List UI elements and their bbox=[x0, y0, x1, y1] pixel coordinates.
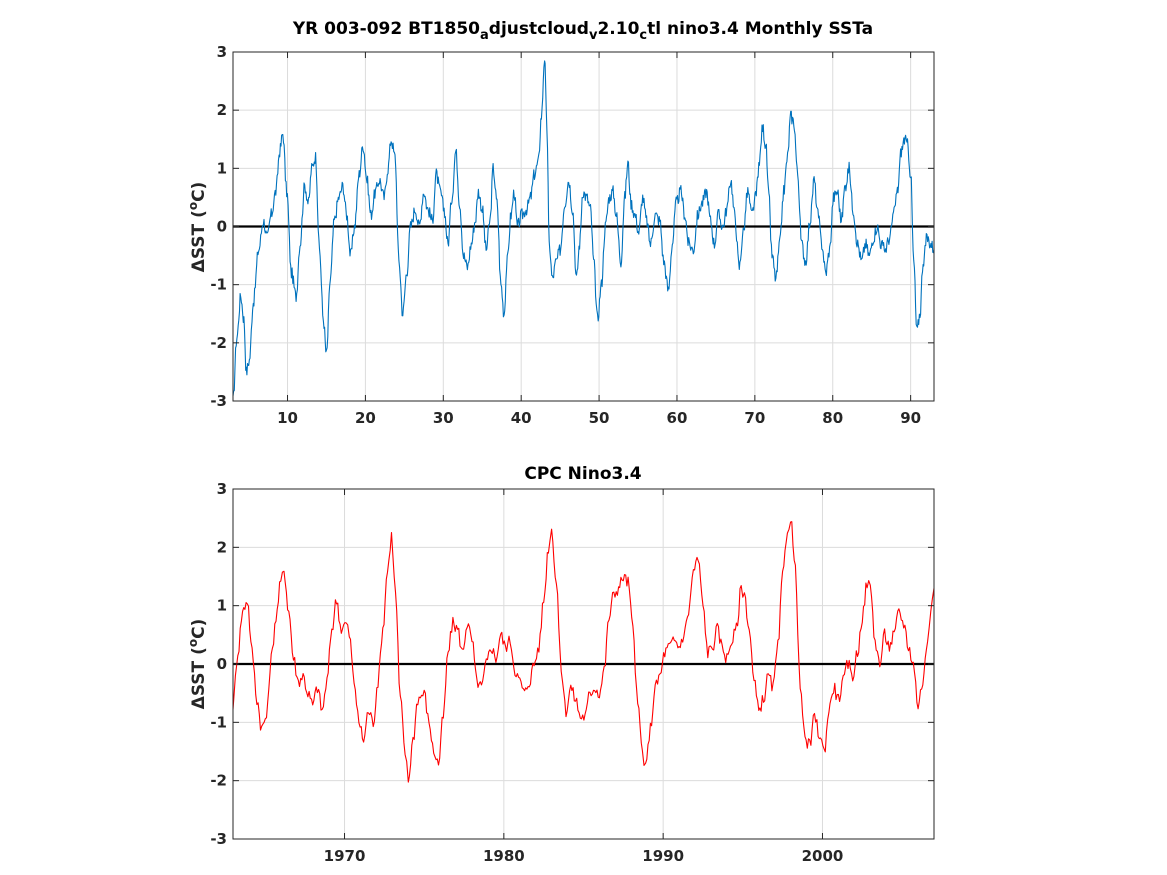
y-tick-labels: -3 -2 -1 0 1 2 3 bbox=[210, 480, 934, 848]
x-tick-label: 50 bbox=[589, 409, 610, 427]
title-sub-3: c bbox=[639, 28, 647, 43]
y-axis-label: ΔSST (oC) bbox=[186, 182, 209, 273]
y-tick-label: -3 bbox=[210, 830, 227, 848]
chart-title: YR 003-092 BT1850adjustcloudv2.10ctl nin… bbox=[292, 19, 873, 43]
ylabel-prefix: ΔSST ( bbox=[189, 647, 209, 709]
title-part-2: djustcloud bbox=[489, 19, 589, 39]
y-tick-label: 3 bbox=[217, 43, 227, 61]
y-tick-label: 2 bbox=[217, 538, 227, 556]
title-part-4: tl nino3.4 Monthly SSTa bbox=[647, 19, 873, 39]
x-tick-label: 60 bbox=[667, 409, 688, 427]
x-tick-label: 2000 bbox=[802, 847, 844, 865]
y-tick-label: 1 bbox=[217, 159, 227, 177]
x-tick-label: 70 bbox=[744, 409, 765, 427]
data-series bbox=[232, 60, 935, 397]
x-tick-label: 1970 bbox=[324, 847, 366, 865]
x-tick-label: 20 bbox=[355, 409, 376, 427]
y-tick-label: -2 bbox=[210, 772, 227, 790]
chart-title: CPC Nino3.4 bbox=[524, 464, 641, 484]
y-tick-label: 0 bbox=[217, 655, 227, 673]
x-tick-label: 10 bbox=[277, 409, 298, 427]
y-tick-label: -1 bbox=[210, 276, 227, 294]
x-tick-label: 80 bbox=[822, 409, 843, 427]
ylabel-sup: o bbox=[186, 639, 200, 647]
y-tick-label: -3 bbox=[210, 392, 227, 410]
x-tick-label: 1990 bbox=[642, 847, 684, 865]
ylabel-prefix: ΔSST ( bbox=[189, 210, 209, 272]
y-tick-labels: -3 -2 -1 0 1 2 3 bbox=[210, 43, 934, 410]
series-line bbox=[232, 60, 935, 397]
series-line bbox=[232, 521, 935, 783]
x-tick-label: 90 bbox=[900, 409, 921, 427]
y-tick-label: 1 bbox=[217, 597, 227, 615]
title-part-3: 2.10 bbox=[597, 19, 639, 39]
chart-cpc-nino34: CPC Nino3.4 1970 1980 1990 2000 -3-2-10123 … bbox=[186, 464, 935, 865]
y-axis-label: ΔSST (oC) bbox=[186, 619, 209, 710]
x-tick-labels: 1970 1980 1990 2000 bbox=[324, 489, 844, 865]
x-tick-label: 1980 bbox=[483, 847, 525, 865]
ylabel-suffix: C) bbox=[189, 619, 209, 639]
y-tick-label: -2 bbox=[210, 334, 227, 352]
y-tick-label: 0 bbox=[217, 218, 227, 236]
x-tick-labels: 10 20 30 40 50 60 70 80 90 bbox=[277, 52, 921, 427]
title-sub-2: v bbox=[589, 28, 598, 43]
x-tick-label: 40 bbox=[511, 409, 532, 427]
ylabel-suffix: C) bbox=[189, 182, 209, 202]
y-tick-label: 3 bbox=[217, 480, 227, 498]
title-sub-1: a bbox=[480, 28, 489, 43]
y-tick-label: -1 bbox=[210, 713, 227, 731]
y-tick-label: 2 bbox=[217, 101, 227, 119]
data-series bbox=[232, 521, 935, 783]
x-tick-label: 30 bbox=[433, 409, 454, 427]
chart-model-nino34: YR 003-092 BT1850adjustcloudv2.10ctl nin… bbox=[186, 19, 935, 427]
ylabel-sup: o bbox=[186, 202, 200, 210]
title-part-1: YR 003-092 BT1850 bbox=[292, 19, 480, 39]
